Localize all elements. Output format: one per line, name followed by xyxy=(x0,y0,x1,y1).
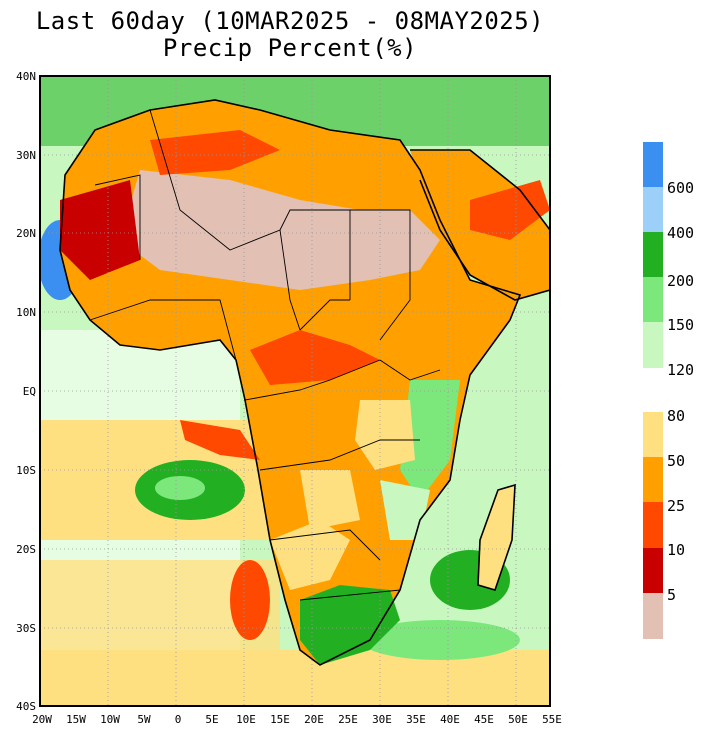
legend-swatch-150 xyxy=(643,277,663,322)
lat-tick-label: 30S xyxy=(16,622,36,635)
north-africa-red xyxy=(150,130,280,175)
map-title: Last 60day (10MAR2025 - 08MAY2025) xyxy=(35,7,545,35)
legend-swatch-25 xyxy=(643,502,663,548)
lon-tick-label: 10E xyxy=(236,713,256,726)
west-sahel-red xyxy=(60,180,140,280)
lon-tick-label: 30E xyxy=(372,713,392,726)
lon-tick-label: 25E xyxy=(338,713,358,726)
lon-tick-label: 20E xyxy=(304,713,324,726)
legend-wet: 600 400 200 150 120 xyxy=(643,142,694,379)
legend-label-150: 150 xyxy=(667,316,694,334)
ocean-wet-core xyxy=(155,476,205,500)
lon-tick-label: 5E xyxy=(205,713,218,726)
lon-tick-label: 35E xyxy=(406,713,426,726)
lon-tick-label: 20W xyxy=(32,713,52,726)
gulf-guinea-red xyxy=(180,420,260,460)
coastlines xyxy=(59,99,550,666)
map-subtitle: Precip Percent(%) xyxy=(162,34,418,62)
legend-swatch-120 xyxy=(643,322,663,368)
legend-dry: 80 50 25 10 5 xyxy=(643,407,685,639)
lat-tick-label: 40S xyxy=(16,700,36,713)
lon-axis: 20W 15W 10W 5W 0 5E 10E 15E 20E 25E 30E … xyxy=(32,713,562,726)
lon-tick-label: 40E xyxy=(440,713,460,726)
lat-tick-label: 10S xyxy=(16,464,36,477)
lon-tick-label: 45E xyxy=(474,713,494,726)
graticule xyxy=(40,76,550,706)
legend-swatch-50 xyxy=(643,457,663,502)
legend-swatch-600 xyxy=(643,142,663,187)
ocean-se-wet xyxy=(360,620,520,660)
legend-label-600: 600 xyxy=(667,179,694,197)
madagascar-land xyxy=(478,485,515,590)
lat-tick-label: 30N xyxy=(16,149,36,162)
precip-field xyxy=(40,76,550,706)
legend-swatch-10 xyxy=(643,548,663,593)
lat-axis: 40N 30N 20N 10N EQ 10S 20S 30S 40S xyxy=(16,70,36,713)
lon-tick-label: 5W xyxy=(137,713,151,726)
lon-tick-label: 0 xyxy=(175,713,182,726)
legend-label-5: 5 xyxy=(667,586,676,604)
lat-tick-label: EQ xyxy=(23,385,36,398)
lon-tick-label: 55E xyxy=(542,713,562,726)
lat-tick-label: 20S xyxy=(16,543,36,556)
legend-label-400: 400 xyxy=(667,224,694,242)
central-africa-red xyxy=(250,330,380,385)
legend-swatch-80 xyxy=(643,412,663,457)
lon-tick-label: 15E xyxy=(270,713,290,726)
ocean-bottom-band xyxy=(40,650,550,706)
legend-label-120: 120 xyxy=(667,361,694,379)
lat-tick-label: 40N xyxy=(16,70,36,83)
legend-swatch-200 xyxy=(643,232,663,277)
south-africa-wet xyxy=(300,585,400,665)
legend-swatch-400 xyxy=(643,187,663,232)
legend-label-80: 80 xyxy=(667,407,685,425)
lon-tick-label: 50E xyxy=(508,713,528,726)
legend-label-10: 10 xyxy=(667,541,685,559)
country-borders xyxy=(89,109,441,601)
lon-tick-label: 10W xyxy=(100,713,120,726)
legend-label-200: 200 xyxy=(667,272,694,290)
lat-tick-label: 10N xyxy=(16,306,36,319)
zambezi-mixed xyxy=(380,480,430,540)
map-frame xyxy=(39,75,551,707)
lat-tick-label: 20N xyxy=(16,227,36,240)
lon-tick-label: 15W xyxy=(66,713,86,726)
legend-swatch-5 xyxy=(643,593,663,639)
legend-label-50: 50 xyxy=(667,452,685,470)
ocean-red-patch xyxy=(230,560,270,640)
central-east-mid xyxy=(355,400,415,470)
angola-mid xyxy=(300,470,360,530)
legend-label-25: 25 xyxy=(667,497,685,515)
arabia-red xyxy=(470,180,550,240)
east-africa-wet xyxy=(400,380,460,500)
